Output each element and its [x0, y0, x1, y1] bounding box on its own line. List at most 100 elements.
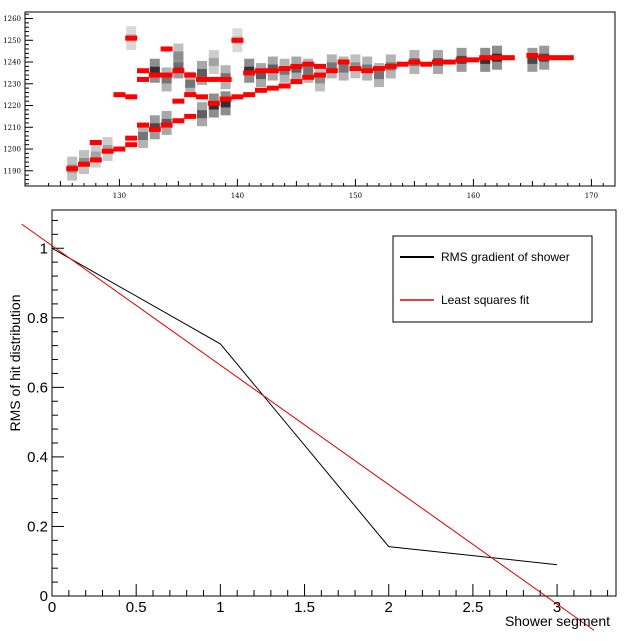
- hit-marker: [420, 61, 433, 67]
- y-tick-label-top: 1210: [3, 124, 21, 132]
- hit-marker: [266, 68, 279, 74]
- y-tick-label-top: 1220: [3, 102, 21, 110]
- y-tick-label: 0.6: [27, 379, 48, 396]
- hit-marker: [207, 100, 220, 106]
- hit-marker: [255, 68, 267, 74]
- hit-marker: [184, 92, 197, 98]
- hit-marker: [266, 85, 279, 91]
- hit-marker: [479, 55, 492, 61]
- hit-marker: [184, 72, 197, 78]
- x-tick-label: 1.5: [294, 599, 315, 616]
- hit-marker: [137, 122, 149, 128]
- y-tick-label: 1: [40, 240, 48, 257]
- density-core: [256, 71, 266, 80]
- hit-marker: [278, 66, 291, 72]
- y-tick-label-top: 1190: [3, 167, 21, 175]
- hit-marker: [207, 76, 220, 82]
- hit-marker: [502, 55, 515, 61]
- hit-marker: [125, 135, 138, 141]
- hit-marker: [172, 98, 185, 104]
- hit-marker: [314, 72, 326, 78]
- hit-marker: [172, 118, 185, 124]
- hit-marker: [432, 59, 444, 65]
- y-tick-label-top: 1230: [3, 80, 21, 88]
- hit-marker: [219, 96, 232, 102]
- x-tick-label: 1: [216, 599, 224, 616]
- y-tick-label: 0: [40, 588, 48, 605]
- hit-marker: [148, 72, 161, 78]
- hit-marker: [467, 57, 480, 63]
- hit-marker: [101, 148, 114, 154]
- density-core: [326, 62, 337, 71]
- hit-marker: [384, 63, 397, 69]
- x-tick-label-top: 130: [113, 192, 126, 200]
- hit-marker: [125, 94, 138, 100]
- x-tick-label: 3: [553, 599, 561, 616]
- rms-plot-series: [21, 223, 595, 631]
- hit-marker: [550, 55, 562, 61]
- rms-gradient-line: [51, 247, 558, 566]
- hit-markers-layer: [66, 35, 574, 172]
- y-tick-label-top: 1260: [3, 15, 21, 23]
- x-tick-label: 2: [385, 599, 393, 616]
- hit-marker: [443, 59, 456, 65]
- y-tick-label: 0.8: [27, 310, 48, 327]
- y-tick-label-top: 1250: [3, 37, 21, 45]
- density-core: [197, 110, 207, 119]
- hit-marker: [160, 122, 173, 128]
- y-tick-label: 0.4: [27, 449, 48, 466]
- x-tick-label-top: 150: [349, 192, 362, 200]
- y-axis-label: RMS of hit distribution: [7, 295, 23, 432]
- hit-marker: [160, 72, 173, 78]
- density-core: [90, 151, 101, 160]
- density-core: [527, 55, 538, 64]
- legend-box: [392, 235, 593, 323]
- y-tick-label-top: 1200: [3, 146, 21, 154]
- x-tick-label: 2.5: [462, 599, 483, 616]
- density-core: [374, 71, 384, 80]
- hit-marker: [337, 59, 350, 65]
- x-tick-label-top: 140: [231, 192, 244, 200]
- y-tick-label-top: 1240: [3, 59, 21, 67]
- x-tick-label: 0: [48, 599, 56, 616]
- hit-marker: [137, 68, 149, 74]
- hit-marker: [325, 68, 338, 74]
- hit-marker: [113, 92, 126, 98]
- hit-marker: [113, 146, 126, 152]
- rms-plot-axes: 0 0.5 1 1.5 2 2.5 3 0 0.2 0.4 0.6 0.8 1: [27, 219, 609, 616]
- hit-marker: [184, 113, 197, 119]
- x-axis-label: Shower segment: [505, 613, 610, 629]
- hit-display-frame: [24, 11, 616, 187]
- hit-marker: [172, 68, 185, 74]
- hit-marker: [526, 53, 539, 58]
- hit-marker: [219, 76, 232, 82]
- hit-marker: [125, 142, 138, 148]
- x-tick-label: 0.5: [126, 599, 147, 616]
- density-core: [303, 66, 314, 75]
- legend-label-rms: RMS gradient of shower: [441, 250, 570, 264]
- hit-marker: [408, 59, 421, 65]
- hit-marker: [243, 92, 256, 98]
- hit-marker: [137, 76, 149, 82]
- hit-marker: [231, 94, 244, 100]
- hit-marker: [78, 161, 90, 167]
- density-core: [338, 64, 349, 73]
- hit-marker: [196, 94, 208, 100]
- hit-marker: [302, 61, 315, 67]
- hit-marker: [66, 166, 79, 172]
- hit-marker: [125, 35, 138, 41]
- hit-marker: [290, 63, 303, 69]
- hit-marker: [361, 68, 374, 74]
- density-core: [161, 75, 172, 84]
- density-core: [197, 68, 207, 77]
- hit-marker: [89, 140, 102, 145]
- density-core: [208, 58, 219, 67]
- hit-marker: [148, 126, 161, 132]
- hit-marker: [302, 74, 315, 80]
- hit-marker: [491, 55, 503, 61]
- hit-display-panel: 130 140 150 160 170 1190 1200 1210 1220 1230 1240 1…: [3, 11, 616, 200]
- density-core: [185, 79, 196, 88]
- least-squares-fit-line: [21, 223, 595, 631]
- hit-marker: [349, 66, 362, 72]
